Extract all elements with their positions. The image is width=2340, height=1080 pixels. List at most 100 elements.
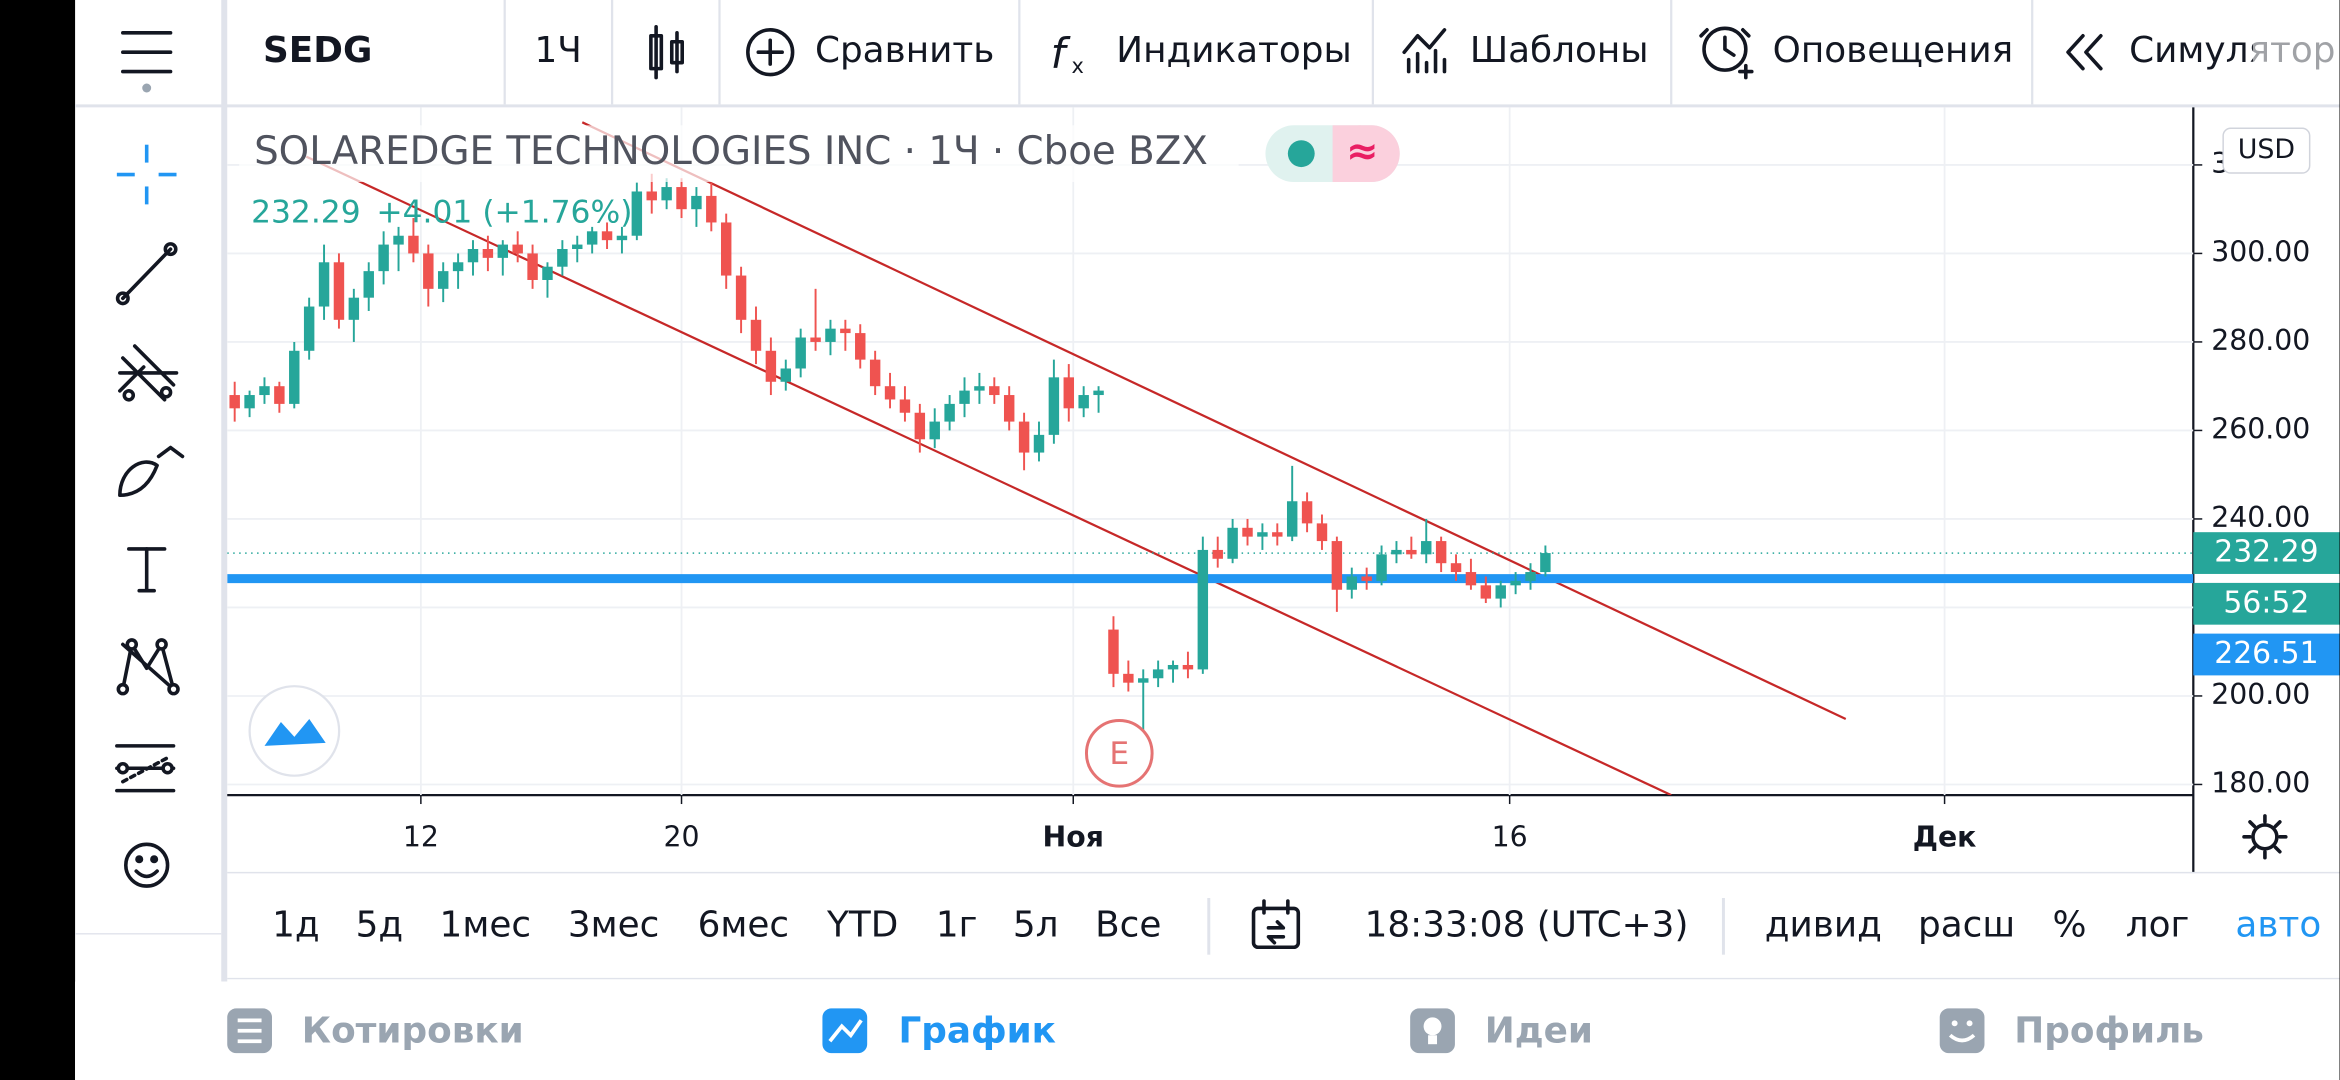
candle-body (1376, 554, 1387, 581)
horizontal-line-label-box (2193, 633, 2340, 676)
crosshair-tool[interactable] (116, 144, 177, 205)
horizontal-line-label: 226.51 (2214, 636, 2318, 671)
replay-button[interactable]: Симулятор (2066, 14, 2340, 90)
goto-date-button[interactable] (1251, 899, 1301, 950)
candle-body (437, 271, 449, 289)
candle-body (378, 244, 389, 272)
candle-body (646, 191, 657, 201)
range-button[interactable]: 5д (356, 904, 404, 945)
percent-toggle[interactable]: % (2052, 904, 2086, 945)
templates-button[interactable]: Шаблоны (1402, 28, 1649, 74)
candle-body (393, 235, 404, 245)
candle-body (884, 386, 896, 400)
candle-body (899, 399, 911, 413)
text-tool[interactable] (126, 547, 167, 593)
candle-body (408, 235, 419, 254)
x-tick-label: 20 (663, 820, 699, 853)
range-button[interactable]: 3мес (568, 904, 660, 945)
candle-body (1093, 390, 1104, 396)
compare-button[interactable]: Сравнить (746, 28, 995, 77)
candle-body (527, 253, 538, 280)
auto-toggle[interactable]: авто (2235, 904, 2321, 945)
chart-tab[interactable]: График (822, 1008, 1057, 1054)
candle-body (720, 222, 732, 276)
alerts-button[interactable]: Оповещения (1699, 26, 2014, 80)
symbol[interactable]: SEDG (263, 30, 372, 71)
compare-label[interactable]: Сравнить (815, 30, 994, 71)
chart-overlay: SOLAREDGE TECHNOLOGIES INC · 1Ч · Cboe B… (239, 125, 2340, 860)
candle-body (1540, 553, 1551, 573)
range-button[interactable]: 5л (1013, 904, 1059, 945)
range-button[interactable]: YTD (826, 904, 898, 945)
candle-body (1078, 395, 1089, 409)
y-tick-label: 240.00 (2211, 501, 2310, 534)
range-button[interactable]: Все (1095, 904, 1161, 945)
candle-body (1406, 549, 1417, 555)
candle-body (1003, 395, 1015, 422)
range-button[interactable]: 1г (936, 904, 978, 945)
profile-label[interactable]: Профиль (2014, 1010, 2204, 1051)
candle-body (810, 337, 821, 342)
bar-countdown: 56:52 (2223, 585, 2309, 620)
candle-body (869, 359, 881, 387)
emoji-tool[interactable] (124, 842, 170, 888)
chart-label[interactable]: График (899, 1010, 1057, 1051)
candle-body (348, 297, 360, 320)
ideas-label[interactable]: Идеи (1485, 1010, 1593, 1051)
x-tick-label: 16 (1492, 820, 1528, 853)
prediction-tool[interactable] (115, 744, 176, 793)
candle-body (1018, 421, 1030, 453)
chart-logo[interactable] (248, 685, 341, 777)
pattern-tool[interactable] (116, 638, 180, 696)
settings-button[interactable] (2242, 814, 2288, 860)
candle-body (1167, 664, 1179, 670)
x-tick-label: Ноя (1043, 820, 1104, 853)
currency-button[interactable]: USD (2222, 127, 2311, 174)
trend-channel-upper[interactable] (581, 121, 1847, 721)
y-tick-label: 260.00 (2211, 412, 2310, 445)
candle-body (363, 271, 374, 298)
chart-style-icon[interactable] (649, 25, 684, 80)
candle-body (1242, 527, 1253, 537)
pitchfork-tool[interactable] (118, 344, 179, 402)
dividends-toggle[interactable]: дивид (1765, 904, 1882, 945)
candle-body (974, 386, 985, 391)
candle-body (1435, 541, 1447, 564)
market-status[interactable] (1287, 140, 1315, 168)
range-button[interactable]: 6мес (698, 904, 790, 945)
clock[interactable]: 18:33:08 (UTC+3) (1365, 904, 1689, 945)
quotes-tab[interactable]: Котировки (227, 1008, 524, 1054)
ideas-tab[interactable]: Идеи (1410, 1008, 1593, 1054)
log-toggle[interactable]: лог (2126, 904, 2190, 945)
indicators-label[interactable]: Индикаторы (1116, 30, 1352, 71)
candle-body (452, 262, 464, 272)
data-status[interactable]: ≈ (1346, 129, 1378, 174)
profile-tab[interactable]: Профиль (1939, 1008, 2204, 1054)
trend-line-tool[interactable] (115, 242, 178, 306)
y-tick-label: 180.00 (2211, 766, 2310, 799)
legend-change: +4.01 (+1.76%) (376, 194, 632, 230)
quotes-label[interactable]: Котировки (302, 1010, 524, 1051)
earnings-label[interactable]: E (1109, 736, 1129, 772)
earnings-marker[interactable]: E (1084, 719, 1154, 788)
alerts-label[interactable]: Оповещения (1773, 30, 2014, 71)
interval[interactable]: 1Ч (535, 30, 582, 71)
candle-body (229, 395, 240, 409)
candle-body (482, 249, 494, 258)
candle-body (855, 333, 866, 360)
svg-text:x: x (1072, 54, 1084, 78)
templates-label[interactable]: Шаблоны (1470, 30, 1649, 71)
menu-button[interactable] (121, 31, 173, 93)
currency-label[interactable]: USD (2238, 134, 2295, 165)
indicators-button[interactable]: f x Индикаторы (1051, 29, 1352, 78)
candle-body (661, 187, 672, 201)
candle-body (616, 235, 628, 241)
range-button[interactable]: 1д (272, 904, 320, 945)
candle-body (1346, 576, 1357, 590)
brush-tool[interactable] (118, 445, 185, 498)
splits-toggle[interactable]: расш (1918, 904, 2015, 945)
candle-body (318, 262, 330, 307)
candle-body (333, 262, 345, 320)
range-button[interactable]: 1мес (440, 904, 532, 945)
